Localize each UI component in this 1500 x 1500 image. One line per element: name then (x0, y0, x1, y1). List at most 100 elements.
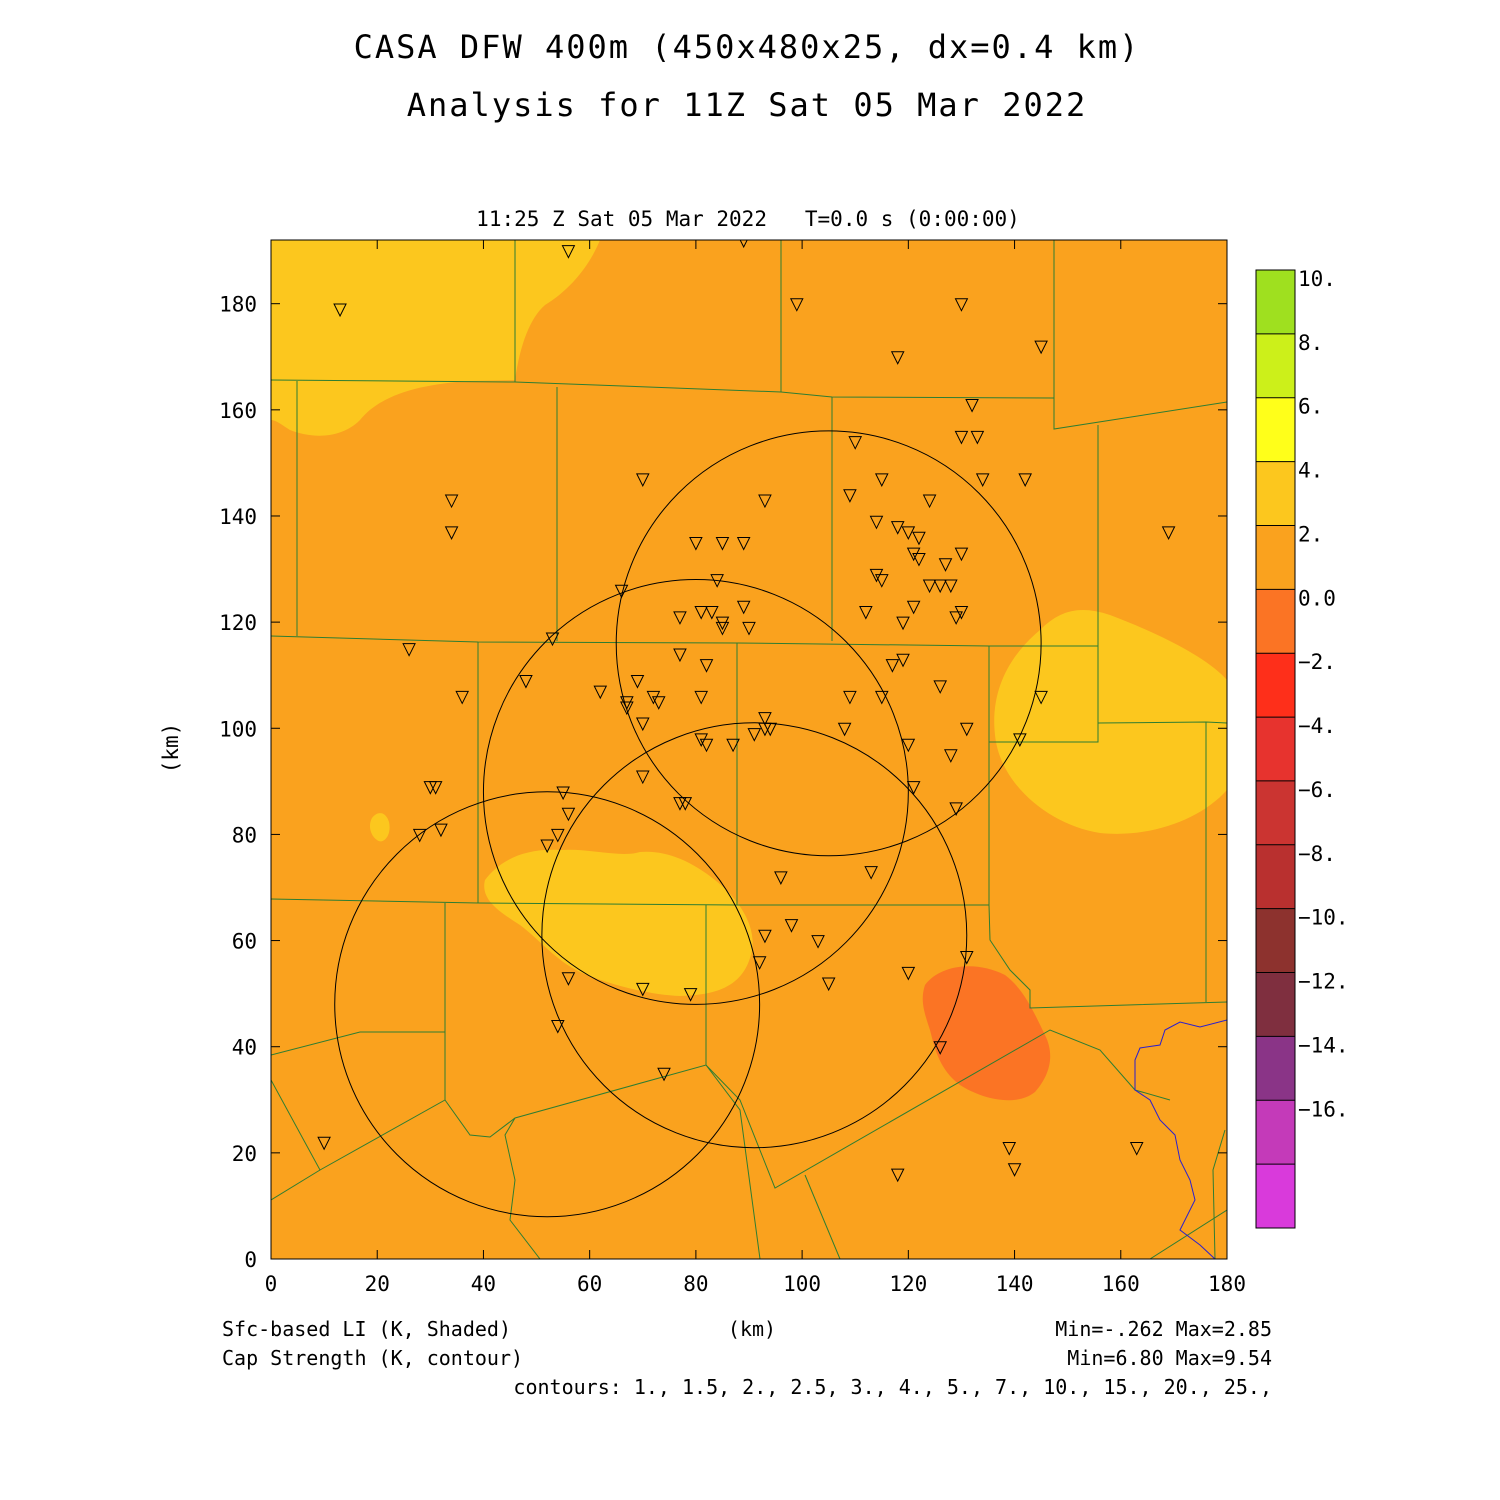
station-marker (726, 738, 740, 753)
station-marker (412, 828, 427, 843)
li-shade-center (484, 849, 753, 996)
colorbar-swatch (1256, 525, 1295, 590)
colorbar-swatch (1256, 1164, 1295, 1229)
station-marker (922, 579, 937, 594)
y-tick-label: 40 (232, 1036, 257, 1060)
station-marker (1034, 340, 1048, 355)
station-marker (651, 696, 666, 710)
station-marker (874, 690, 889, 705)
station-marker (1018, 473, 1032, 487)
station-marker (561, 245, 576, 259)
x-tick-label: 0 (265, 1272, 278, 1296)
station-marker (970, 430, 985, 445)
radar-ring (334, 791, 761, 1218)
station-marker (954, 430, 969, 445)
station-marker (843, 489, 857, 503)
station-marker (657, 1067, 671, 1082)
colorbar-swatch (1256, 780, 1295, 846)
station-marker (933, 579, 948, 594)
station-marker (630, 675, 645, 689)
station-marker (635, 982, 650, 997)
station-marker (1007, 1163, 1022, 1177)
station-marker (843, 690, 857, 705)
station-marker (556, 786, 570, 801)
station-marker (635, 473, 650, 487)
station-marker (742, 621, 756, 636)
colorbar-label: −16. (1298, 1097, 1349, 1121)
colorbar-label: −4. (1298, 714, 1336, 738)
radar-range-rings (334, 430, 1042, 1218)
contour-levels: contours: 1., 1.5, 2., 2.5, 3., 4., 5., … (513, 1375, 1272, 1399)
colorbar-swatch (1256, 653, 1295, 718)
station-marker (1002, 1142, 1017, 1156)
station-marker (821, 977, 836, 992)
x-tick-label: 180 (1208, 1272, 1246, 1296)
contour-minmax: Min=6.80 Max=9.54 (1067, 1346, 1272, 1370)
station-marker (874, 473, 889, 487)
y-tick-label: 60 (232, 930, 257, 954)
station-marker (874, 574, 889, 588)
station-marker (965, 399, 979, 413)
station-marker (1129, 1142, 1144, 1156)
x-tick-label: 120 (889, 1272, 927, 1296)
colorbar: 10. 8. 6. 4. 2. 0.0 −2. −4. −6. −8. −10. −12. −14. −1… (1255, 267, 1349, 1229)
colorbar-swatch (1256, 461, 1295, 526)
colorbar-swatch (1256, 1036, 1295, 1101)
station-marker (959, 950, 974, 965)
colorbar-label: −10. (1298, 906, 1349, 930)
station-marker (710, 574, 724, 588)
station-marker (954, 547, 969, 562)
station-marker (550, 828, 565, 843)
radar-ring (482, 579, 909, 1005)
colorbar-swatch (1256, 589, 1295, 654)
station-marker (848, 436, 863, 450)
li-shade-small (369, 813, 390, 842)
station-marker (906, 547, 921, 562)
x-tick-label: 100 (783, 1272, 821, 1296)
station-marker (944, 749, 958, 763)
station-marker (901, 966, 916, 981)
station-marker (1034, 690, 1048, 705)
figure-title-line1: CASA DFW 400m (450x480x25, dx=0.4 km) (354, 28, 1141, 66)
station-marker (954, 606, 969, 620)
station-marker (646, 690, 661, 705)
station-marker (901, 526, 916, 541)
station-marker (689, 537, 703, 551)
colorbar-swatch (1256, 844, 1295, 910)
station-marker (673, 648, 687, 663)
plot-subtitle: 11:25 Z Sat 05 Mar 2022 T=0.0 s (0:00:00… (476, 207, 1020, 231)
y-tick-label: 180 (219, 293, 257, 317)
station-marker (933, 680, 948, 694)
colorbar-label: −2. (1298, 650, 1336, 674)
station-marker (752, 956, 767, 970)
station-marker (444, 526, 459, 541)
station-marker (455, 690, 470, 705)
station-marker (864, 866, 878, 880)
station-marker (959, 722, 974, 737)
station-marker (747, 728, 762, 742)
station-marker (678, 797, 693, 811)
station-marker (912, 531, 926, 546)
colorbar-label: 2. (1298, 522, 1323, 546)
river-boundary (1134, 1019, 1227, 1259)
station-marker (736, 537, 751, 551)
map-plot-area (271, 240, 1227, 1259)
station-marker (545, 632, 560, 647)
station-marker (901, 738, 916, 753)
colorbar-swatch (1256, 717, 1295, 782)
station-marker (519, 675, 533, 689)
station-marker (869, 568, 884, 583)
colorbar-swatch (1256, 972, 1295, 1037)
station-marker (561, 972, 576, 986)
colorbar-label: 10. (1298, 267, 1336, 291)
x-tick-label: 40 (471, 1272, 496, 1296)
x-tick-label: 160 (1102, 1272, 1140, 1296)
station-marker (954, 298, 969, 312)
station-marker (694, 606, 709, 620)
station-marker (333, 303, 347, 318)
li-shade-northwest (271, 240, 600, 436)
station-marker (890, 351, 905, 365)
station-marker (906, 600, 921, 615)
contour-field-label: Cap Strength (K, contour) (222, 1346, 523, 1370)
station-marker (912, 552, 926, 567)
